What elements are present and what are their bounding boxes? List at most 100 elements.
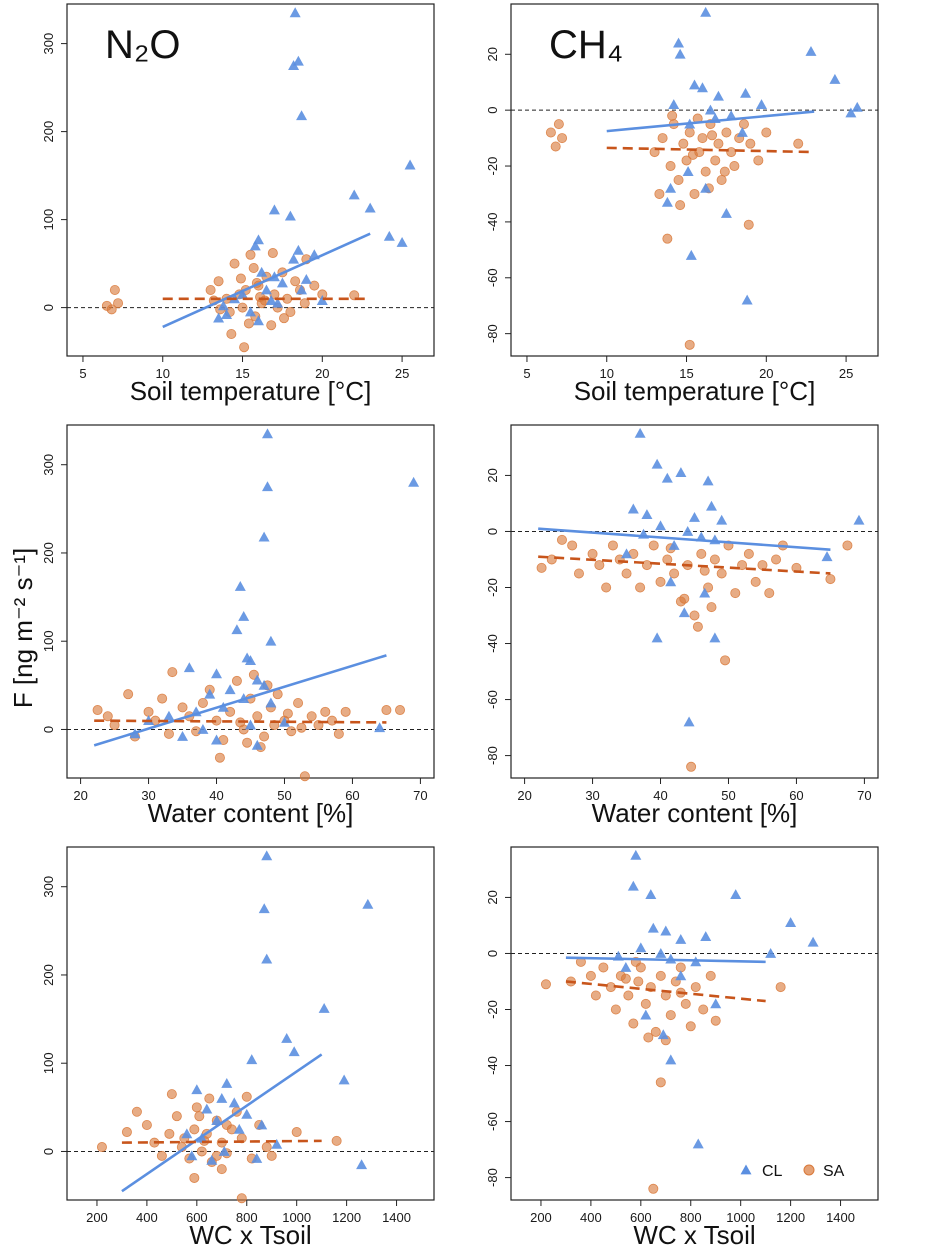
cl-point: [821, 551, 833, 562]
sa-point: [697, 133, 708, 144]
cl-point: [408, 476, 420, 487]
y-tick-label: 100: [41, 630, 56, 652]
sa-point: [259, 731, 270, 742]
sa-point: [648, 540, 659, 551]
cl-point: [258, 531, 270, 542]
y-tick-label: 20: [485, 468, 500, 482]
cl-point: [251, 739, 263, 750]
y-tick-label: 100: [41, 209, 56, 231]
sa-point: [331, 1135, 342, 1146]
cl-point: [700, 6, 712, 17]
sa-point: [726, 147, 737, 158]
cl-point: [191, 1084, 203, 1095]
sa-point: [679, 593, 690, 604]
cl-point: [673, 37, 685, 48]
plot-frame: [510, 424, 879, 779]
sa-point: [721, 127, 732, 138]
sa-point: [231, 675, 242, 686]
y-tick-label: 300: [41, 33, 56, 55]
sa-point: [194, 1111, 205, 1122]
sa-point: [252, 711, 263, 722]
cl-point: [364, 202, 376, 213]
y-tick-label: -60: [485, 268, 500, 287]
cl-point: [256, 266, 268, 277]
sa-fit-line: [94, 719, 387, 724]
sa-point: [214, 752, 225, 763]
cl-point: [661, 472, 673, 483]
cl-point: [265, 635, 277, 646]
sa-point: [657, 133, 668, 144]
panel-title: CH₄: [549, 23, 623, 67]
sa-point: [687, 149, 698, 160]
sa-point: [705, 970, 716, 981]
sa-point: [573, 568, 584, 579]
sa-point: [395, 705, 406, 716]
x-tick-label: 20: [759, 366, 773, 381]
cl-point: [241, 1108, 253, 1119]
cl-point: [356, 1159, 368, 1170]
sa-point: [282, 708, 293, 719]
cl-point: [216, 1093, 228, 1103]
x-tick-label: 1200: [332, 1210, 361, 1225]
cl-point: [288, 60, 300, 70]
sa-point: [267, 248, 278, 259]
sa-point: [293, 697, 304, 708]
x-tick-label: 50: [721, 788, 735, 803]
cl-point: [206, 1154, 218, 1165]
sa-point: [710, 1015, 721, 1026]
cl-point: [665, 182, 677, 193]
legend: CL SA: [740, 1163, 845, 1180]
sa-point: [166, 1089, 177, 1100]
sa-point: [709, 554, 720, 565]
sa-point: [279, 313, 290, 324]
sa-point: [171, 1111, 182, 1122]
sa-point: [771, 554, 782, 565]
cl-point: [660, 925, 672, 936]
sa-fit-line: [606, 146, 815, 154]
sa-point: [607, 540, 618, 551]
sa-point: [825, 574, 836, 585]
sa-point: [96, 1142, 107, 1153]
sa-point: [245, 249, 256, 260]
x-tick-label: 30: [141, 788, 155, 803]
sa-point: [669, 568, 680, 579]
sa-point: [713, 138, 724, 149]
sa-point: [536, 562, 547, 573]
sa-point: [299, 298, 310, 309]
cl-point: [853, 514, 865, 525]
x-axis-label: WC x Tsoil: [633, 1220, 755, 1250]
sa-point: [690, 982, 701, 993]
x-tick-label: 20: [315, 366, 329, 381]
cl-fit-line: [606, 110, 815, 133]
cl-point: [374, 722, 386, 733]
cl-point: [296, 284, 308, 295]
x-tick-label: 40: [653, 788, 667, 803]
legend-sa-label: SA: [823, 1163, 845, 1180]
cl-point: [268, 204, 280, 215]
cl-point: [289, 7, 301, 18]
y-tick-label: 20: [485, 890, 500, 904]
cl-point: [700, 182, 712, 193]
x-tick-label: 600: [186, 1210, 208, 1225]
y-tick-label: -20: [485, 578, 500, 597]
cl-point: [224, 684, 236, 695]
sa-point: [236, 1193, 247, 1204]
sa-point: [266, 1150, 277, 1161]
plot-frame: [66, 3, 435, 357]
sa-point: [667, 110, 678, 121]
cl-point: [647, 922, 659, 933]
x-tick-label: 1200: [776, 1210, 805, 1225]
sa-point: [546, 554, 557, 565]
cl-point: [765, 947, 777, 958]
sa-point: [750, 576, 761, 587]
cl-point: [204, 688, 216, 699]
chart-panel-ch4-tsoil: -80 -60 -40 -20 0 20 5 10 15 20 25 Soil temperature…: [485, 3, 879, 406]
sa-point: [225, 706, 236, 717]
cl-point: [261, 428, 273, 439]
sa-point: [745, 138, 756, 149]
sa-point: [545, 127, 556, 138]
y-tick-label: 200: [41, 542, 56, 564]
chart-panel-ch4-wcxt: -80 -60 -40 -20 0 20 200 400 600 800 1000 1200 1400 W…: [485, 846, 879, 1250]
cl-point: [217, 300, 229, 311]
sa-point: [177, 702, 188, 713]
